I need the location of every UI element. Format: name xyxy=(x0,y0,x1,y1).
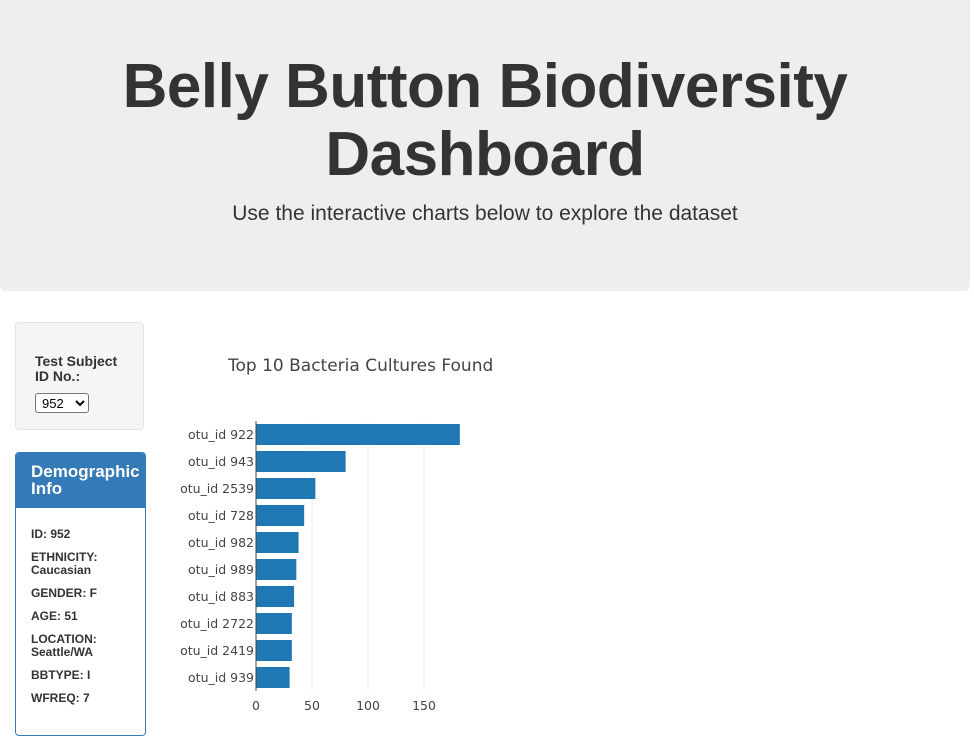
y-tick-label: otu_id 939 xyxy=(188,670,254,685)
x-tick-label: 100 xyxy=(356,698,380,713)
bar xyxy=(256,586,295,607)
y-tick-label: otu_id 2539 xyxy=(180,481,254,496)
x-tick-label: 0 xyxy=(252,698,260,713)
bar xyxy=(256,478,316,499)
subject-selector-panel: Test Subject ID No.: 952 xyxy=(15,322,144,430)
y-tick-label: otu_id 943 xyxy=(188,454,254,469)
page-title: Belly Button Biodiversity Dashboard xyxy=(122,52,848,189)
bar xyxy=(256,559,297,580)
demo-bbtype: BBTYPE: I xyxy=(31,668,91,682)
y-tick-label: otu_id 728 xyxy=(188,508,254,523)
demo-ethnicity: ETHNICITY: Caucasian xyxy=(31,550,98,577)
y-tick-label: otu_id 982 xyxy=(188,535,254,550)
bar xyxy=(256,424,460,445)
y-tick-label: otu_id 989 xyxy=(188,562,254,577)
bar xyxy=(256,505,305,526)
y-tick-label: otu_id 2722 xyxy=(180,616,254,631)
demo-gender: GENDER: F xyxy=(31,586,97,600)
x-tick-label: 150 xyxy=(412,698,436,713)
y-tick-label: otu_id 2419 xyxy=(180,643,254,658)
chart-title: Top 10 Bacteria Cultures Found xyxy=(227,356,493,376)
subject-selector-label: Test Subject ID No.: xyxy=(35,353,118,384)
bar xyxy=(256,451,346,472)
top10-bar-chart[interactable]: Top 10 Bacteria Cultures Found otu_id 922… xyxy=(176,340,596,730)
demo-wfreq: WFREQ: 7 xyxy=(31,691,90,705)
subject-id-select[interactable]: 952 xyxy=(35,393,89,413)
demo-id: ID: 952 xyxy=(31,527,71,541)
header-banner: Belly Button Biodiversity Dashboard Use … xyxy=(0,0,970,291)
demographic-body: ID: 952 ETHNICITY: Caucasian GENDER: F A… xyxy=(16,508,145,705)
bar xyxy=(256,613,292,634)
demo-age: AGE: 51 xyxy=(31,609,78,623)
bar xyxy=(256,532,299,553)
bar xyxy=(256,667,290,688)
y-tick-label: otu_id 922 xyxy=(188,427,254,442)
demographic-panel: Demographic Info ID: 952 ETHNICITY: Cauc… xyxy=(15,452,146,736)
bar xyxy=(256,640,292,661)
demo-location: LOCATION: Seattle/WA xyxy=(31,632,97,659)
page-subtitle: Use the interactive charts below to expl… xyxy=(232,202,738,225)
x-tick-label: 50 xyxy=(304,698,320,713)
demographic-heading: Demographic Info xyxy=(16,453,145,508)
y-tick-label: otu_id 883 xyxy=(188,589,254,604)
